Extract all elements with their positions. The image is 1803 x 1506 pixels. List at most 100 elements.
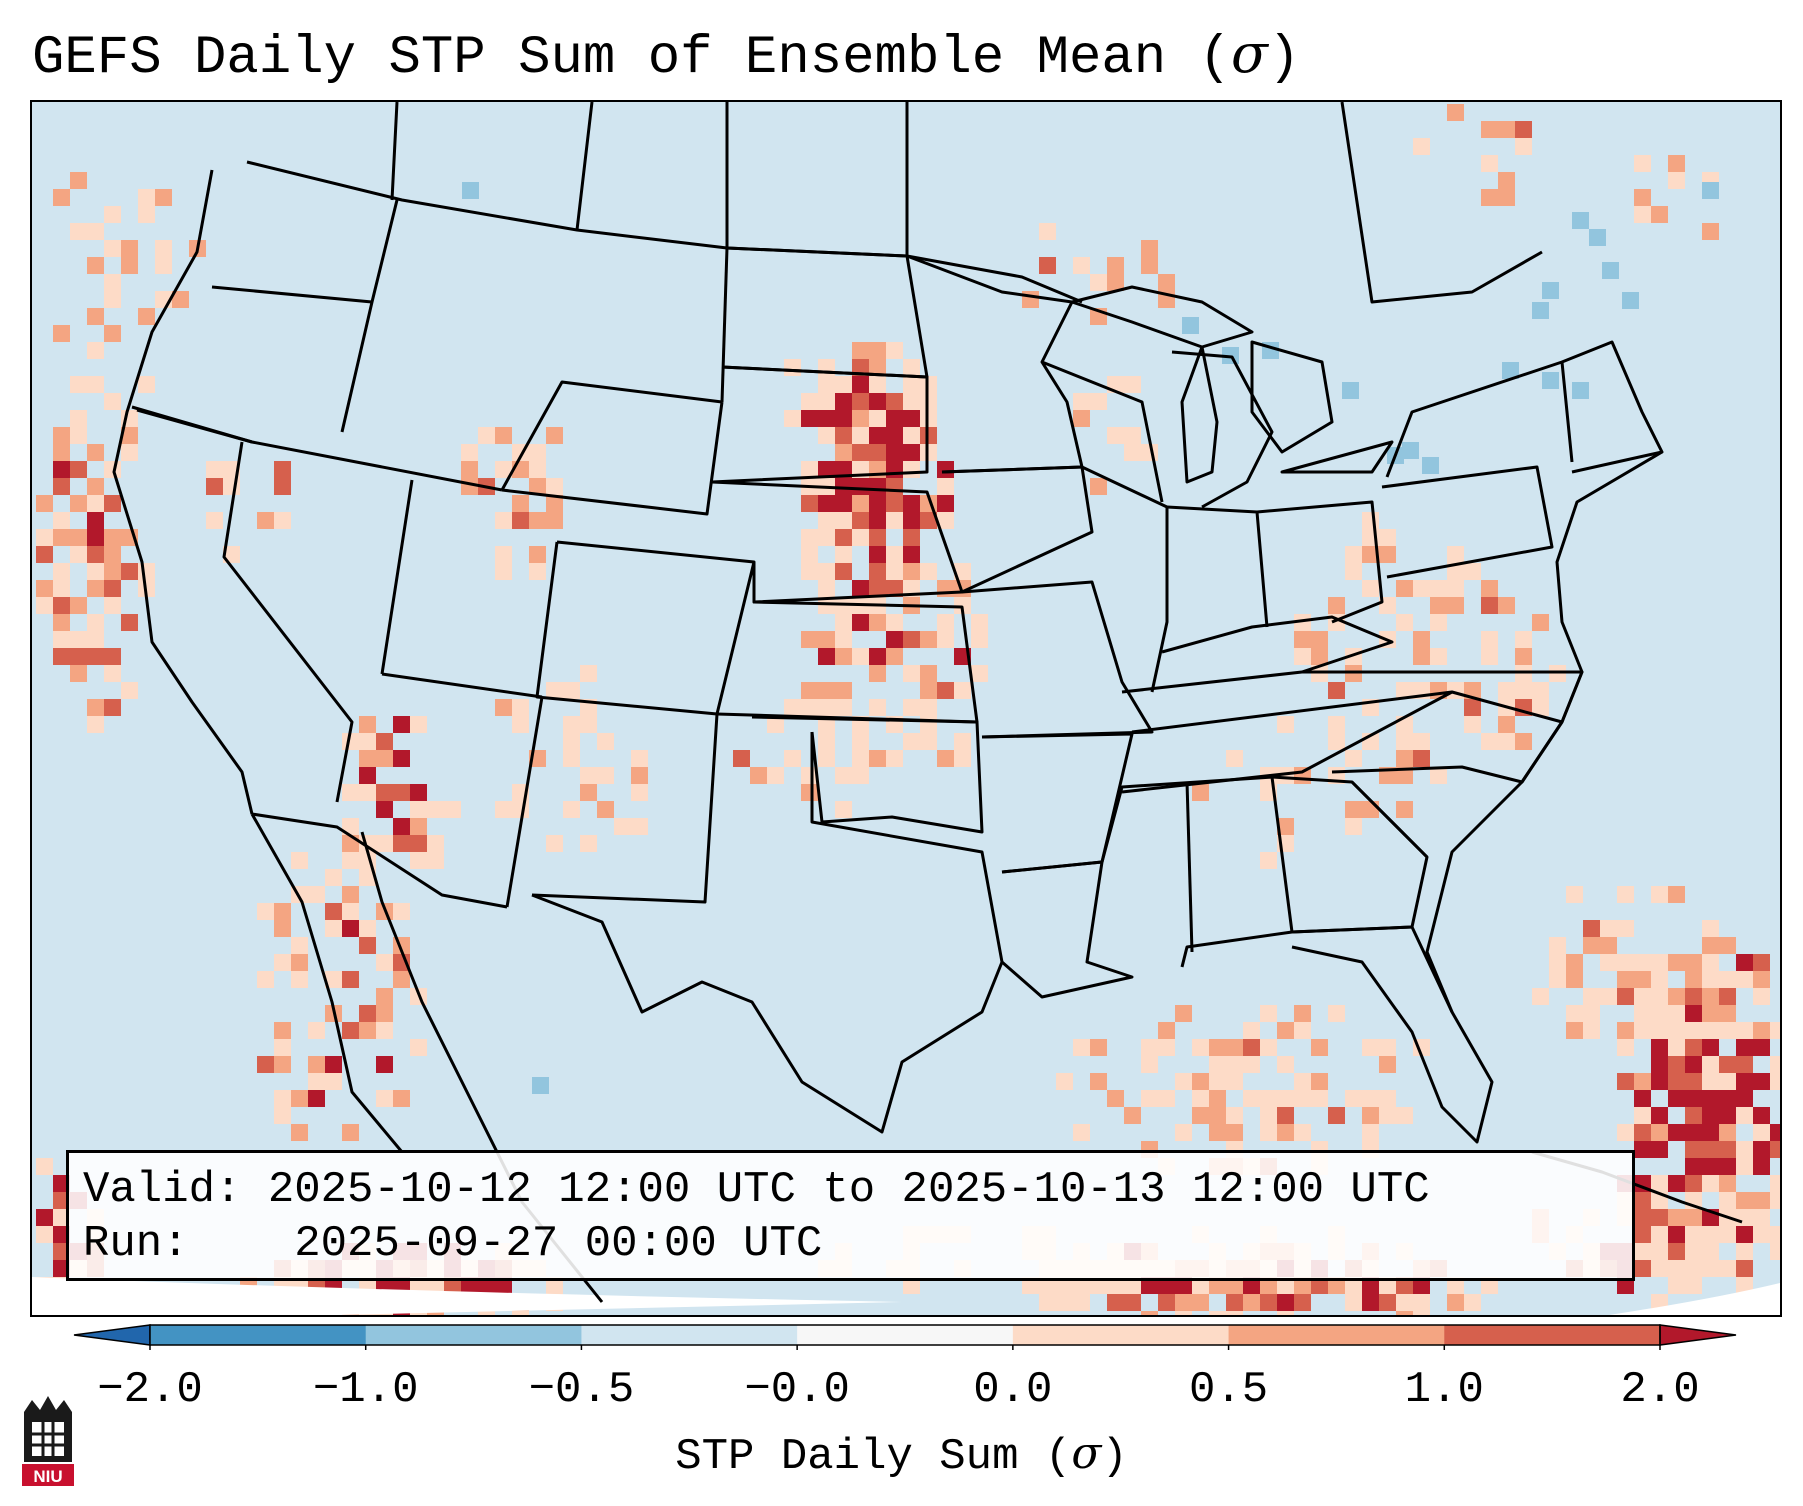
stp-cell: [1175, 1311, 1192, 1315]
stp-cell: [1566, 1005, 1583, 1022]
stp-cell: [818, 427, 835, 444]
stp-cell: [1342, 382, 1359, 399]
stp-cell: [1277, 767, 1294, 784]
stp-cell: [444, 801, 461, 818]
stp-cell: [1634, 206, 1651, 223]
stp-cell: [1464, 716, 1481, 733]
stp-cell: [1226, 1039, 1243, 1056]
stp-cell: [121, 257, 138, 274]
stp-cell: [1634, 1005, 1651, 1022]
stp-cell: [1736, 1022, 1753, 1039]
stp-cell: [1736, 1192, 1753, 1209]
stp-cell: [1515, 138, 1532, 155]
stp-cell: [1736, 954, 1753, 971]
stp-cell: [359, 784, 376, 801]
stp-cell: [1770, 1226, 1780, 1243]
stp-cell: [903, 461, 920, 478]
stp-cell: [1379, 1107, 1396, 1124]
stp-cell: [1532, 302, 1549, 319]
stp-cell: [376, 733, 393, 750]
stp-cell: [1502, 362, 1519, 379]
stp-cell: [1651, 1039, 1668, 1056]
stp-cell: [835, 512, 852, 529]
stp-cell: [1277, 1056, 1294, 1073]
stp-cell: [1736, 1226, 1753, 1243]
stp-cell: [1566, 1022, 1583, 1039]
stp-cell: [1158, 1022, 1175, 1039]
stp-cell: [1243, 1022, 1260, 1039]
stp-cell: [1464, 563, 1481, 580]
stp-cell: [393, 784, 410, 801]
stp-cell: [1617, 1039, 1634, 1056]
stp-cell: [87, 223, 104, 240]
stp-cell: [70, 410, 87, 427]
stp-cell: [1362, 512, 1379, 529]
stp-cell: [1396, 1311, 1413, 1315]
stp-cell: [1294, 614, 1311, 631]
stp-cell: [1328, 1107, 1345, 1124]
stp-cell: [1328, 1005, 1345, 1022]
stp-cell: [376, 1022, 393, 1039]
stp-cell: [1685, 1107, 1702, 1124]
stp-cell: [1277, 1294, 1294, 1311]
stp-cell: [444, 1277, 461, 1294]
stp-cell: [1668, 1056, 1685, 1073]
stp-cell: [1124, 376, 1141, 393]
stp-cell: [1634, 1141, 1651, 1158]
stp-cell: [1277, 1107, 1294, 1124]
stp-cell: [903, 393, 920, 410]
stp-cell: [1073, 1039, 1090, 1056]
stp-cell: [869, 546, 886, 563]
stp-cell: [376, 1090, 393, 1107]
stp-cell: [1617, 1277, 1634, 1294]
border-nv-ut: [380, 479, 414, 675]
stp-cell: [532, 1077, 549, 1094]
stp-cell: [1634, 155, 1651, 172]
lake-michigan: [1180, 345, 1219, 484]
stp-cell: [852, 529, 869, 546]
stp-cell: [1345, 818, 1362, 835]
stp-cell: [835, 546, 852, 563]
stp-cell: [461, 478, 478, 495]
stp-cell: [1396, 682, 1413, 699]
stp-cell: [1668, 1260, 1685, 1277]
stp-cell: [937, 750, 954, 767]
stp-cell: [1090, 274, 1107, 291]
stp-cell: [920, 631, 937, 648]
stp-cell: [1651, 1209, 1668, 1226]
run-label: Run:: [83, 1219, 189, 1269]
stp-cell: [1447, 1294, 1464, 1311]
stp-cell: [818, 648, 835, 665]
stp-cell: [1362, 580, 1379, 597]
stp-cell: [342, 784, 359, 801]
stp-cell: [1736, 1158, 1753, 1175]
stp-cell: [580, 767, 597, 784]
stp-cell: [376, 835, 393, 852]
stp-cell: [801, 546, 818, 563]
colorbar-tick-label: 1.0: [1404, 1365, 1484, 1415]
stp-cell: [53, 325, 70, 342]
stp-cell: [410, 716, 427, 733]
stp-cell: [937, 614, 954, 631]
stp-cell: [597, 801, 614, 818]
stp-cell: [1736, 1260, 1753, 1277]
stp-cell: [342, 818, 359, 835]
stp-cell: [1736, 1209, 1753, 1226]
stp-cell: [1770, 1175, 1780, 1192]
stp-cell: [1124, 1107, 1141, 1124]
stp-cell: [274, 461, 291, 478]
stp-cell: [1702, 971, 1719, 988]
stp-cell: [1481, 121, 1498, 138]
stp-cell: [1634, 954, 1651, 971]
stp-cell: [1413, 1294, 1430, 1311]
stp-cell: [461, 461, 478, 478]
stp-cell: [53, 631, 70, 648]
stp-cell: [36, 580, 53, 597]
stp-cell: [1685, 971, 1702, 988]
stp-cell: [376, 801, 393, 818]
stp-cell: [87, 699, 104, 716]
stp-cell: [376, 1005, 393, 1022]
stp-cell: [1243, 1056, 1260, 1073]
stp-cell: [784, 359, 801, 376]
colorbar-tick-label: −0.5: [528, 1365, 635, 1415]
